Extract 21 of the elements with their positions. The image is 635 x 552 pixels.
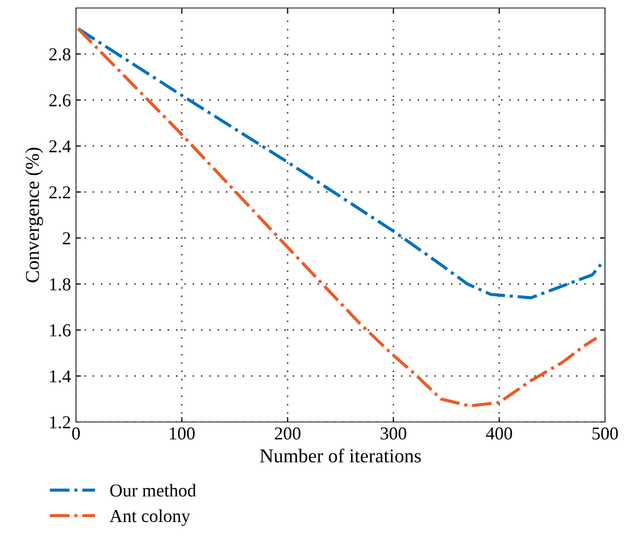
legend-label: Our method: [110, 484, 196, 497]
x-tick-label: 0: [72, 427, 80, 440]
y-tick-label: 2.2: [49, 186, 70, 199]
y-tick-label: 1.2: [50, 416, 70, 429]
y-tick-label: 2: [62, 232, 70, 244]
line-series: [76, 27, 604, 300]
x-tick-label: 400: [486, 427, 512, 440]
line-series: [76, 27, 598, 408]
x-axis-title: Number of iterations: [260, 448, 421, 462]
y-tick-label: 2.4: [49, 140, 71, 153]
y-tick-label: 2.8: [49, 48, 70, 61]
x-tick-label: 100: [170, 427, 195, 440]
x-tick-label: 300: [380, 427, 406, 440]
y-tick-label: 1.8: [50, 278, 70, 291]
legend-label: Ant colony: [110, 509, 190, 526]
x-tick-label: 500: [592, 427, 618, 440]
y-tick-label: 1.6: [50, 324, 71, 337]
y-tick-label: 2.6: [49, 94, 71, 107]
y-axis-title: Convergence (%): [25, 148, 44, 282]
y-tick-label: 1.4: [50, 370, 71, 383]
x-tick-label: 200: [274, 427, 300, 440]
